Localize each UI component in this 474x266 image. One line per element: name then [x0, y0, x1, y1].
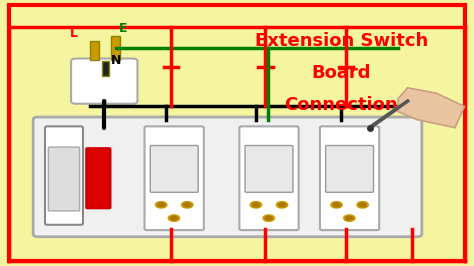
FancyBboxPatch shape	[245, 146, 293, 192]
Circle shape	[357, 202, 368, 208]
FancyBboxPatch shape	[239, 126, 299, 230]
Circle shape	[250, 202, 262, 208]
Circle shape	[331, 202, 342, 208]
Circle shape	[359, 203, 366, 207]
Circle shape	[333, 203, 340, 207]
Circle shape	[158, 203, 164, 207]
Text: Extension Switch: Extension Switch	[255, 32, 428, 50]
FancyBboxPatch shape	[33, 117, 422, 237]
Circle shape	[184, 203, 191, 207]
FancyBboxPatch shape	[102, 61, 109, 76]
Circle shape	[253, 203, 259, 207]
Circle shape	[155, 202, 167, 208]
FancyBboxPatch shape	[326, 146, 374, 192]
Circle shape	[276, 202, 288, 208]
Circle shape	[182, 202, 193, 208]
FancyBboxPatch shape	[150, 146, 198, 192]
Circle shape	[346, 216, 353, 220]
Polygon shape	[398, 88, 465, 128]
FancyBboxPatch shape	[48, 147, 80, 211]
FancyBboxPatch shape	[111, 36, 120, 60]
Text: L: L	[70, 27, 77, 40]
FancyBboxPatch shape	[71, 59, 137, 104]
FancyBboxPatch shape	[45, 126, 83, 225]
FancyBboxPatch shape	[320, 126, 379, 230]
FancyBboxPatch shape	[145, 126, 204, 230]
Circle shape	[279, 203, 285, 207]
Circle shape	[171, 216, 177, 220]
Text: Board: Board	[311, 64, 371, 82]
Circle shape	[168, 215, 180, 221]
Text: N: N	[111, 54, 121, 67]
Text: Connection: Connection	[284, 96, 398, 114]
Circle shape	[265, 216, 272, 220]
FancyBboxPatch shape	[90, 41, 99, 60]
Text: E: E	[119, 22, 128, 35]
Circle shape	[344, 215, 355, 221]
FancyBboxPatch shape	[86, 148, 110, 208]
Circle shape	[263, 215, 274, 221]
